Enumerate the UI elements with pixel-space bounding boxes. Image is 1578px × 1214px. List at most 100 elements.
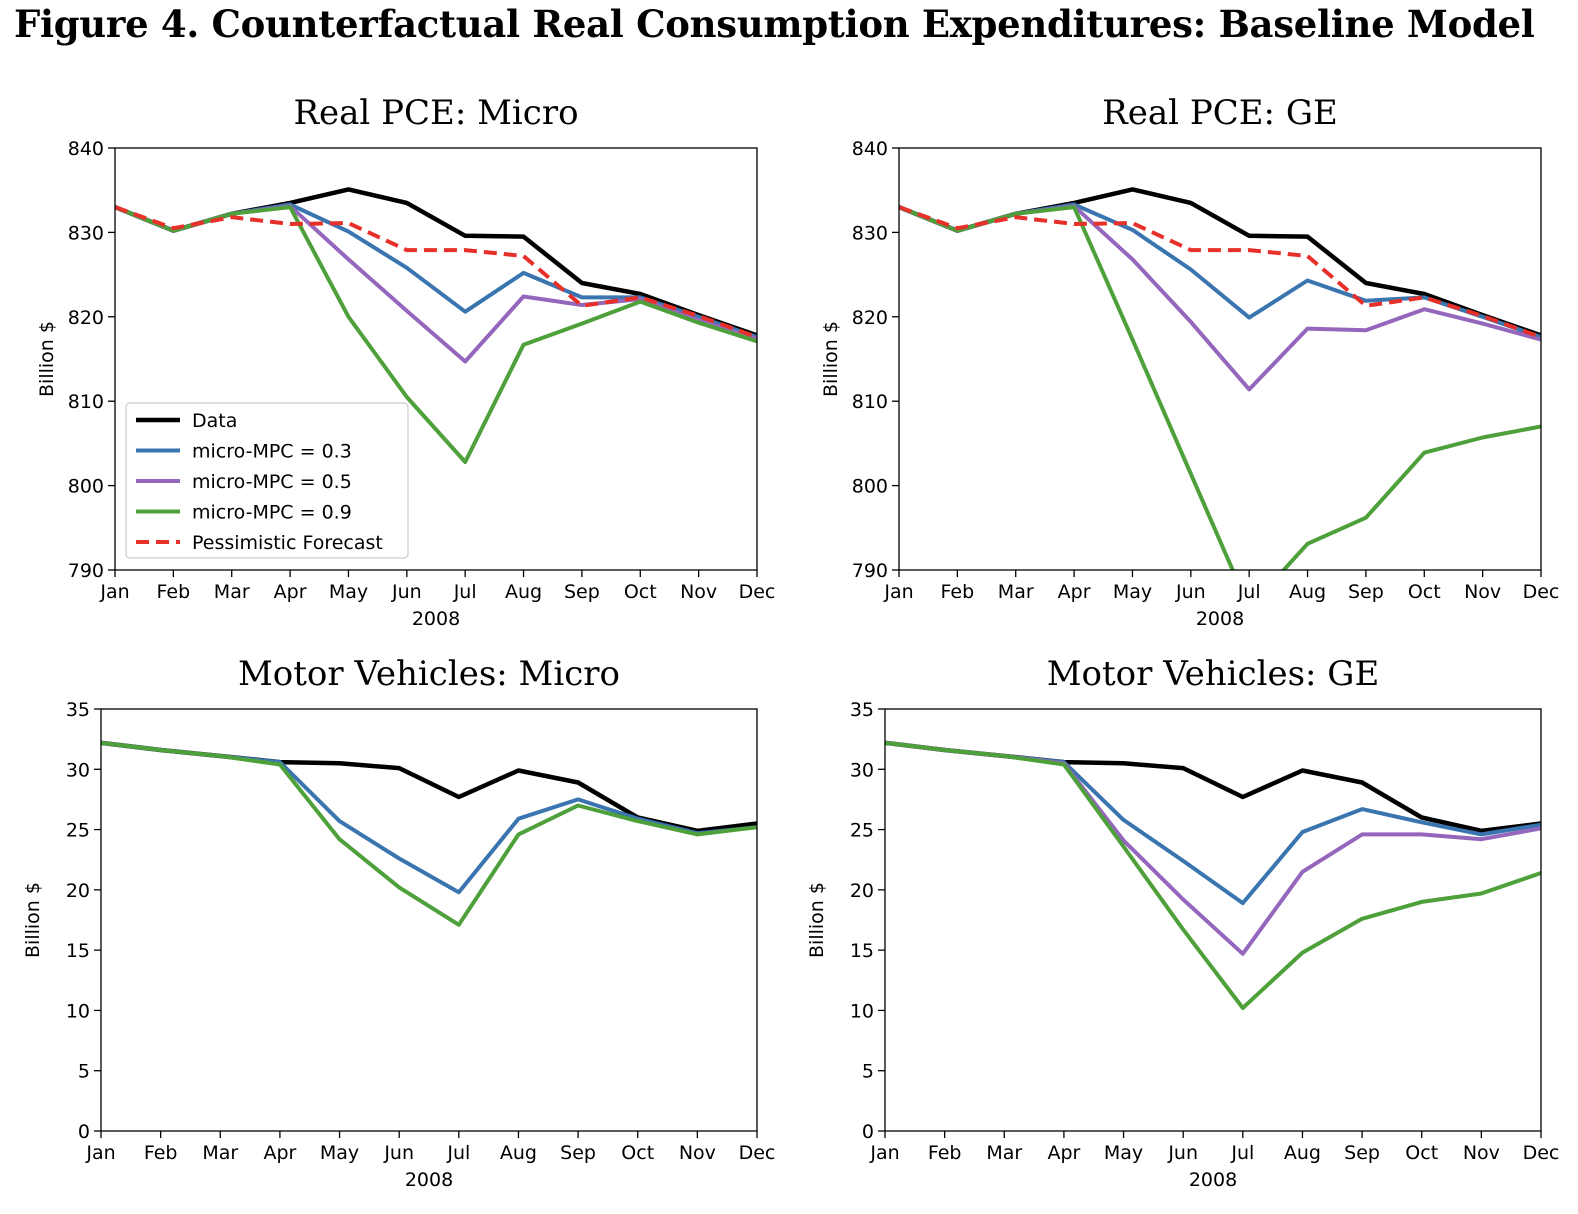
y-tick-label: 5 [862, 1061, 874, 1083]
x-tick-label: Aug [1284, 1142, 1321, 1164]
y-tick-label: 15 [66, 940, 90, 962]
x-tick-label: Feb [157, 581, 191, 603]
x-tick-label: Jun [383, 1142, 414, 1164]
series-line-data [885, 740, 1541, 834]
x-tick-label: Nov [679, 1142, 716, 1164]
x-tick-label: Feb [144, 1142, 178, 1164]
y-tick-label: 820 [68, 307, 104, 329]
y-tick-label: 790 [68, 560, 104, 582]
y-tick-label: 820 [852, 307, 888, 329]
y-tick-label: 10 [66, 1000, 90, 1022]
x-tick-label: Jun [1175, 581, 1206, 603]
x-tick-label: Feb [941, 581, 975, 603]
x-axis-label: 2008 [1189, 1169, 1237, 1191]
x-tick-label: Oct [621, 1142, 654, 1164]
x-tick-label: Jan [869, 1142, 899, 1164]
y-axis-label: Billion $ [820, 321, 842, 397]
panel-real-pce-micro: Real PCE: Micro 790 800 810 820 830 840 Jan Feb M… [36, 93, 775, 630]
y-tick-label: 0 [78, 1121, 90, 1143]
figure-title: Figure 4. Counterfactual Real Consumptio… [14, 2, 1535, 46]
y-tick-label: 20 [66, 880, 90, 902]
x-tick-label: Mar [202, 1142, 238, 1164]
x-tick-label: Jan [99, 581, 129, 603]
y-tick-label: 840 [68, 138, 104, 160]
series-line-data [115, 187, 757, 338]
x-tick-label: Nov [1464, 581, 1501, 603]
series-line-data [101, 740, 757, 834]
y-axis-label: Billion $ [22, 882, 44, 958]
series-group [101, 740, 757, 927]
y-tick-label: 25 [850, 820, 874, 842]
panel-motor-vehicles-micro: Motor Vehicles: Micro 0 5 10 15 20 25 30 35 Jan Fe… [22, 654, 775, 1191]
y-tick-label: 15 [850, 940, 874, 962]
series-line-micro-mpc-0-9 [101, 740, 757, 927]
x-tick-label: Dec [739, 1142, 776, 1164]
x-tick-label: Mar [986, 1142, 1022, 1164]
y-tick-label: 800 [852, 476, 888, 498]
y-tick-label: 840 [852, 138, 888, 160]
x-tick-label: Apr [1058, 581, 1091, 603]
x-tick-label: Jul [1237, 581, 1261, 603]
x-tick-label: Aug [1289, 581, 1326, 603]
x-tick-label: Jun [391, 581, 422, 603]
x-tick-label: Nov [1463, 1142, 1500, 1164]
x-tick-label: Jun [1167, 1142, 1198, 1164]
y-tick-label: 20 [850, 880, 874, 902]
y-tick-label: 10 [850, 1000, 874, 1022]
y-tick-label: 790 [852, 560, 888, 582]
series-group [115, 187, 757, 464]
x-tick-label: Sep [564, 581, 600, 603]
x-tick-label: Oct [624, 581, 657, 603]
legend-label: micro-MPC = 0.3 [192, 441, 352, 463]
x-axis-label: 2008 [1196, 608, 1244, 630]
x-tick-label: Jul [1230, 1142, 1254, 1164]
series-line-micro-mpc-0-5 [115, 204, 757, 364]
panel-title: Motor Vehicles: Micro [238, 654, 620, 694]
x-tick-label: Nov [680, 581, 717, 603]
x-tick-label: May [1104, 1142, 1143, 1164]
x-axis-label: 2008 [412, 608, 460, 630]
legend-label: micro-MPC = 0.5 [192, 471, 352, 493]
x-tick-label: Jul [446, 1142, 470, 1164]
y-tick-label: 830 [68, 222, 104, 244]
panel-motor-vehicles-ge: Motor Vehicles: GE 0 5 10 15 20 25 30 35 Jan Feb Ma… [806, 654, 1559, 1191]
series-line-micro-mpc-0-9 [885, 740, 1541, 1010]
series-line-micro-mpc-0-3 [899, 202, 1541, 339]
x-tick-label: Apr [263, 1142, 296, 1164]
series-line-micro-mpc-0-3 [115, 202, 757, 339]
series-line-micro-mpc-0-9 [115, 205, 757, 464]
series-line-pessimistic-forecast [115, 205, 757, 339]
y-tick-label: 800 [68, 476, 104, 498]
series-line-micro-mpc-0-9 [899, 205, 1541, 570]
x-tick-label: Jan [883, 581, 913, 603]
y-tick-label: 0 [862, 1121, 874, 1143]
plot-frame [100, 708, 758, 1132]
x-tick-label: Oct [1405, 1142, 1438, 1164]
panel-title: Real PCE: Micro [293, 93, 578, 133]
series-group [899, 187, 1541, 570]
plot-frame [114, 147, 758, 571]
x-tick-label: May [329, 581, 368, 603]
x-tick-label: Sep [1348, 581, 1384, 603]
y-tick-label: 25 [66, 820, 90, 842]
x-tick-label: May [1113, 581, 1152, 603]
panel-real-pce-ge: Real PCE: GE 790 800 810 820 830 840 Jan Feb Mar A… [820, 93, 1559, 630]
series-line-micro-mpc-0-3 [101, 740, 757, 895]
x-tick-label: Mar [998, 581, 1034, 603]
series-group [885, 740, 1541, 1010]
y-tick-label: 35 [850, 699, 874, 721]
x-tick-label: Sep [1344, 1142, 1380, 1164]
series-line-micro-mpc-0-5 [885, 740, 1541, 956]
legend: Data micro-MPC = 0.3 micro-MPC = 0.5 micro-… [125, 402, 409, 559]
y-axis-label: Billion $ [36, 321, 58, 397]
x-tick-label: May [320, 1142, 359, 1164]
x-tick-label: Aug [500, 1142, 537, 1164]
x-tick-label: Oct [1408, 581, 1441, 603]
y-tick-label: 30 [850, 759, 874, 781]
x-tick-label: Jan [85, 1142, 115, 1164]
x-tick-label: Apr [274, 581, 307, 603]
y-axis-label: Billion $ [806, 882, 828, 958]
x-axis-label: 2008 [405, 1169, 453, 1191]
x-tick-label: Apr [1047, 1142, 1080, 1164]
